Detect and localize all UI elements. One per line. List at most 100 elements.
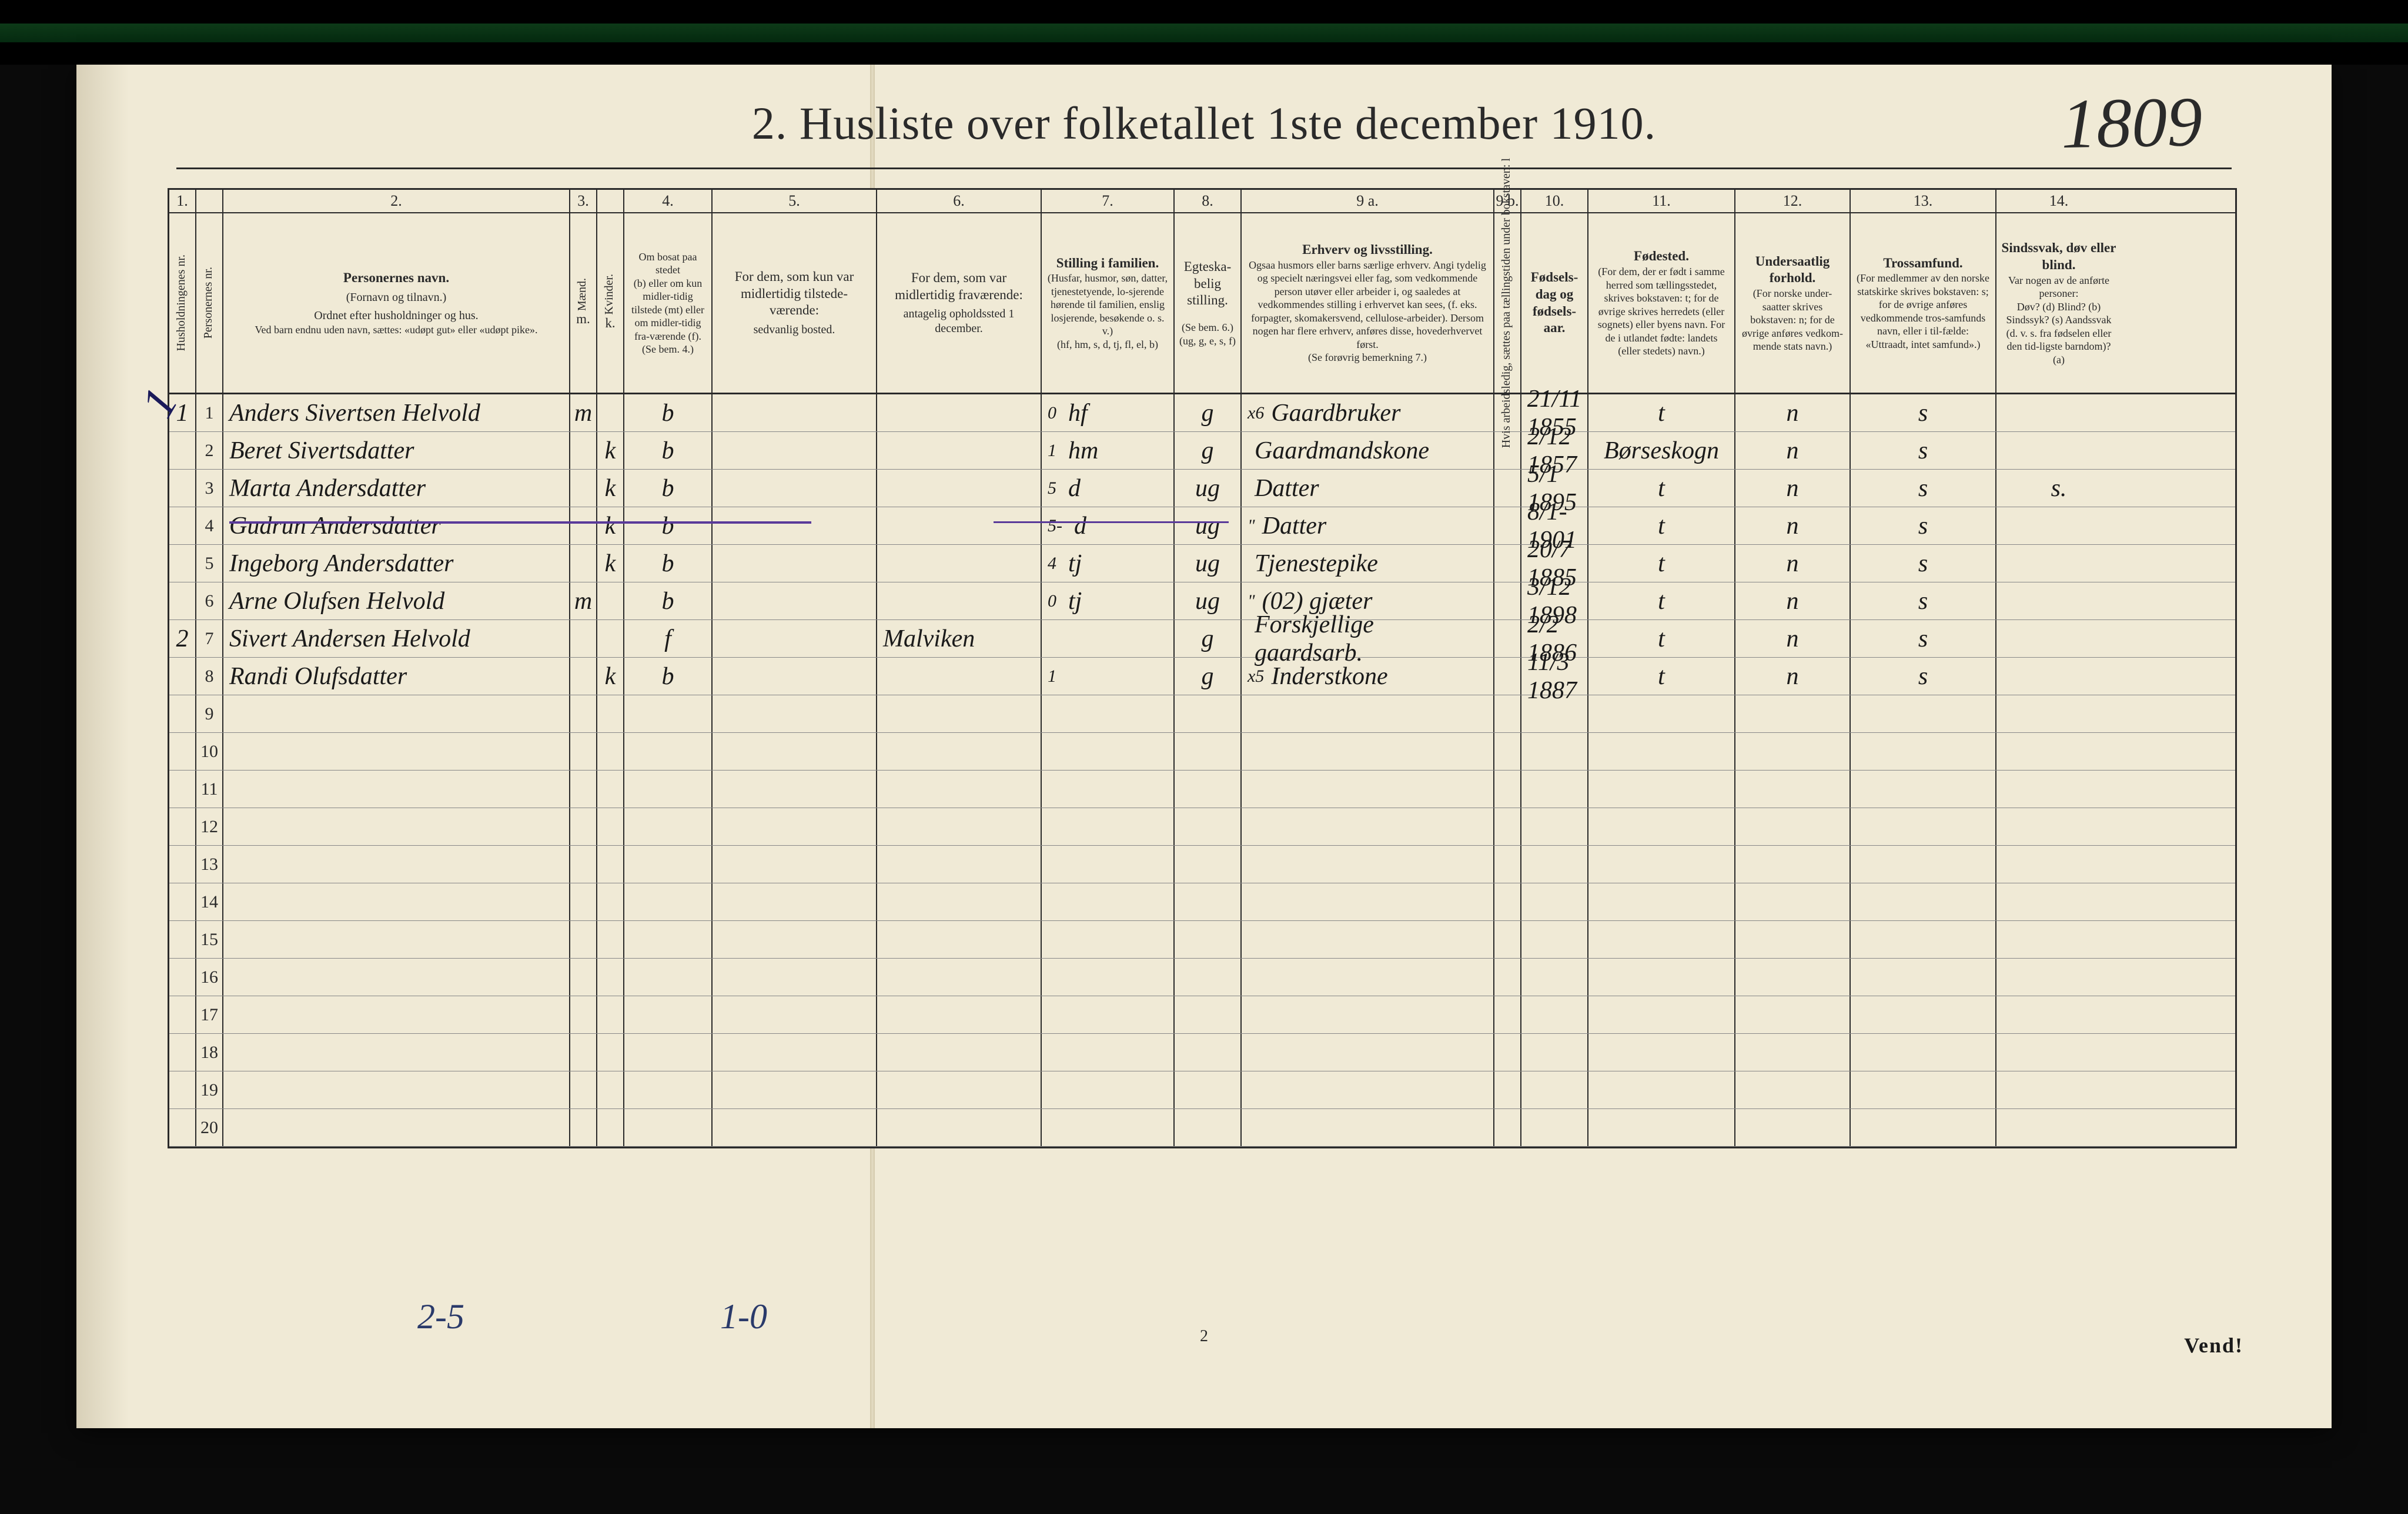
cell [1494, 658, 1521, 695]
cell [1996, 620, 2121, 657]
cell [1175, 808, 1242, 845]
cell: b [624, 507, 713, 544]
cell [1042, 846, 1175, 883]
cell [570, 921, 597, 958]
cell [597, 808, 624, 845]
cell [877, 432, 1042, 469]
cell [1996, 921, 2121, 958]
cell [1521, 921, 1588, 958]
cell [1851, 921, 1996, 958]
cell [1588, 921, 1735, 958]
cell [1042, 1034, 1175, 1071]
cell [1996, 658, 2121, 695]
table-row: 11Anders Sivertsen Helvoldmb0hfgx6Gaardb… [169, 394, 2235, 432]
cell [223, 808, 570, 845]
cell: 5d [1042, 470, 1175, 507]
cell [1588, 771, 1735, 808]
cell: 2 [169, 620, 196, 657]
cell: s [1851, 507, 1996, 544]
hdr-person-no: Personernes nr. [201, 267, 218, 339]
cell: "Datter [1242, 507, 1494, 544]
cell [1494, 921, 1521, 958]
cell: Randi Olufsdatter [223, 658, 570, 695]
hdr-residence: Om bosat paa stedet (b) eller om kun mid… [624, 213, 713, 393]
hdr-name-sub1: (Fornavn og tilnavn.) [228, 290, 564, 305]
cell [597, 883, 624, 920]
cell [597, 996, 624, 1033]
cell [597, 959, 624, 996]
cell [1242, 1071, 1494, 1108]
table-row: 8Randi Olufsdatterkb1gx5Inderstkone11/3 … [169, 658, 2235, 695]
cell [1242, 883, 1494, 920]
cell: s [1851, 545, 1996, 582]
cell: k [597, 432, 624, 469]
cell [624, 1071, 713, 1108]
colnum: 13. [1851, 190, 1996, 212]
cell: k [597, 507, 624, 544]
cell [1242, 695, 1494, 732]
hdr-birthplace: Fødested. (For dem, der er født i samme … [1588, 213, 1735, 393]
cell [1242, 808, 1494, 845]
cell [1242, 733, 1494, 770]
title-row: 2. Husliste over folketallet 1ste decemb… [76, 97, 2332, 150]
cell [570, 432, 597, 469]
cell [1996, 1034, 2121, 1071]
cell: g [1175, 432, 1242, 469]
cell [1042, 1071, 1175, 1108]
cell [877, 883, 1042, 920]
cell [169, 921, 196, 958]
cell: g [1175, 394, 1242, 431]
cell [1242, 846, 1494, 883]
cell [1996, 545, 2121, 582]
hdr-name-sub2: Ordnet efter husholdninger og hus. [228, 309, 564, 323]
cell: t [1588, 582, 1735, 619]
cell [223, 695, 570, 732]
cell [1494, 507, 1521, 544]
cell [1242, 921, 1494, 958]
cell [877, 658, 1042, 695]
cell: 17 [196, 996, 223, 1033]
cell [1735, 921, 1851, 958]
page-title: 2. Husliste over folketallet 1ste decemb… [752, 98, 1656, 149]
cell [624, 733, 713, 770]
cell [1175, 883, 1242, 920]
cell: n [1735, 545, 1851, 582]
cell [1735, 808, 1851, 845]
cell [1242, 1109, 1494, 1146]
ledger-page: 2. Husliste over folketallet 1ste decemb… [76, 65, 2332, 1428]
cell [570, 808, 597, 845]
cell: 4tj [1042, 545, 1175, 582]
cell [570, 883, 597, 920]
hdr-temp-absent: For dem, som var midlertidig fraværende:… [877, 213, 1042, 393]
cell [597, 695, 624, 732]
cell: g [1175, 658, 1242, 695]
cell [169, 545, 196, 582]
cell [1494, 883, 1521, 920]
hdr-temp-present: For dem, som kun var midlertidig tilsted… [713, 213, 877, 393]
cell [1521, 771, 1588, 808]
table-row: 27Sivert Andersen HelvoldfMalvikengForsk… [169, 620, 2235, 658]
cell [713, 921, 877, 958]
cell [1588, 883, 1735, 920]
cell [169, 432, 196, 469]
cell [169, 507, 196, 544]
cell [1588, 959, 1735, 996]
cell [169, 582, 196, 619]
cell: 14 [196, 883, 223, 920]
cell [1735, 771, 1851, 808]
cell [877, 996, 1042, 1033]
colnum: 2. [223, 190, 570, 212]
cell [1494, 620, 1521, 657]
strike-line-2 [994, 521, 1229, 523]
cell [1996, 771, 2121, 808]
cell [1521, 996, 1588, 1033]
table-row: 13 [169, 846, 2235, 883]
hdr-disability: Sindssvak, døv eller blind. Var nogen av… [1996, 213, 2121, 393]
cell: 15 [196, 921, 223, 958]
cell [597, 1109, 624, 1146]
cell [1996, 883, 2121, 920]
printed-page-number: 2 [1200, 1327, 1208, 1346]
cell [713, 1071, 877, 1108]
cell [1588, 733, 1735, 770]
cell [1494, 545, 1521, 582]
